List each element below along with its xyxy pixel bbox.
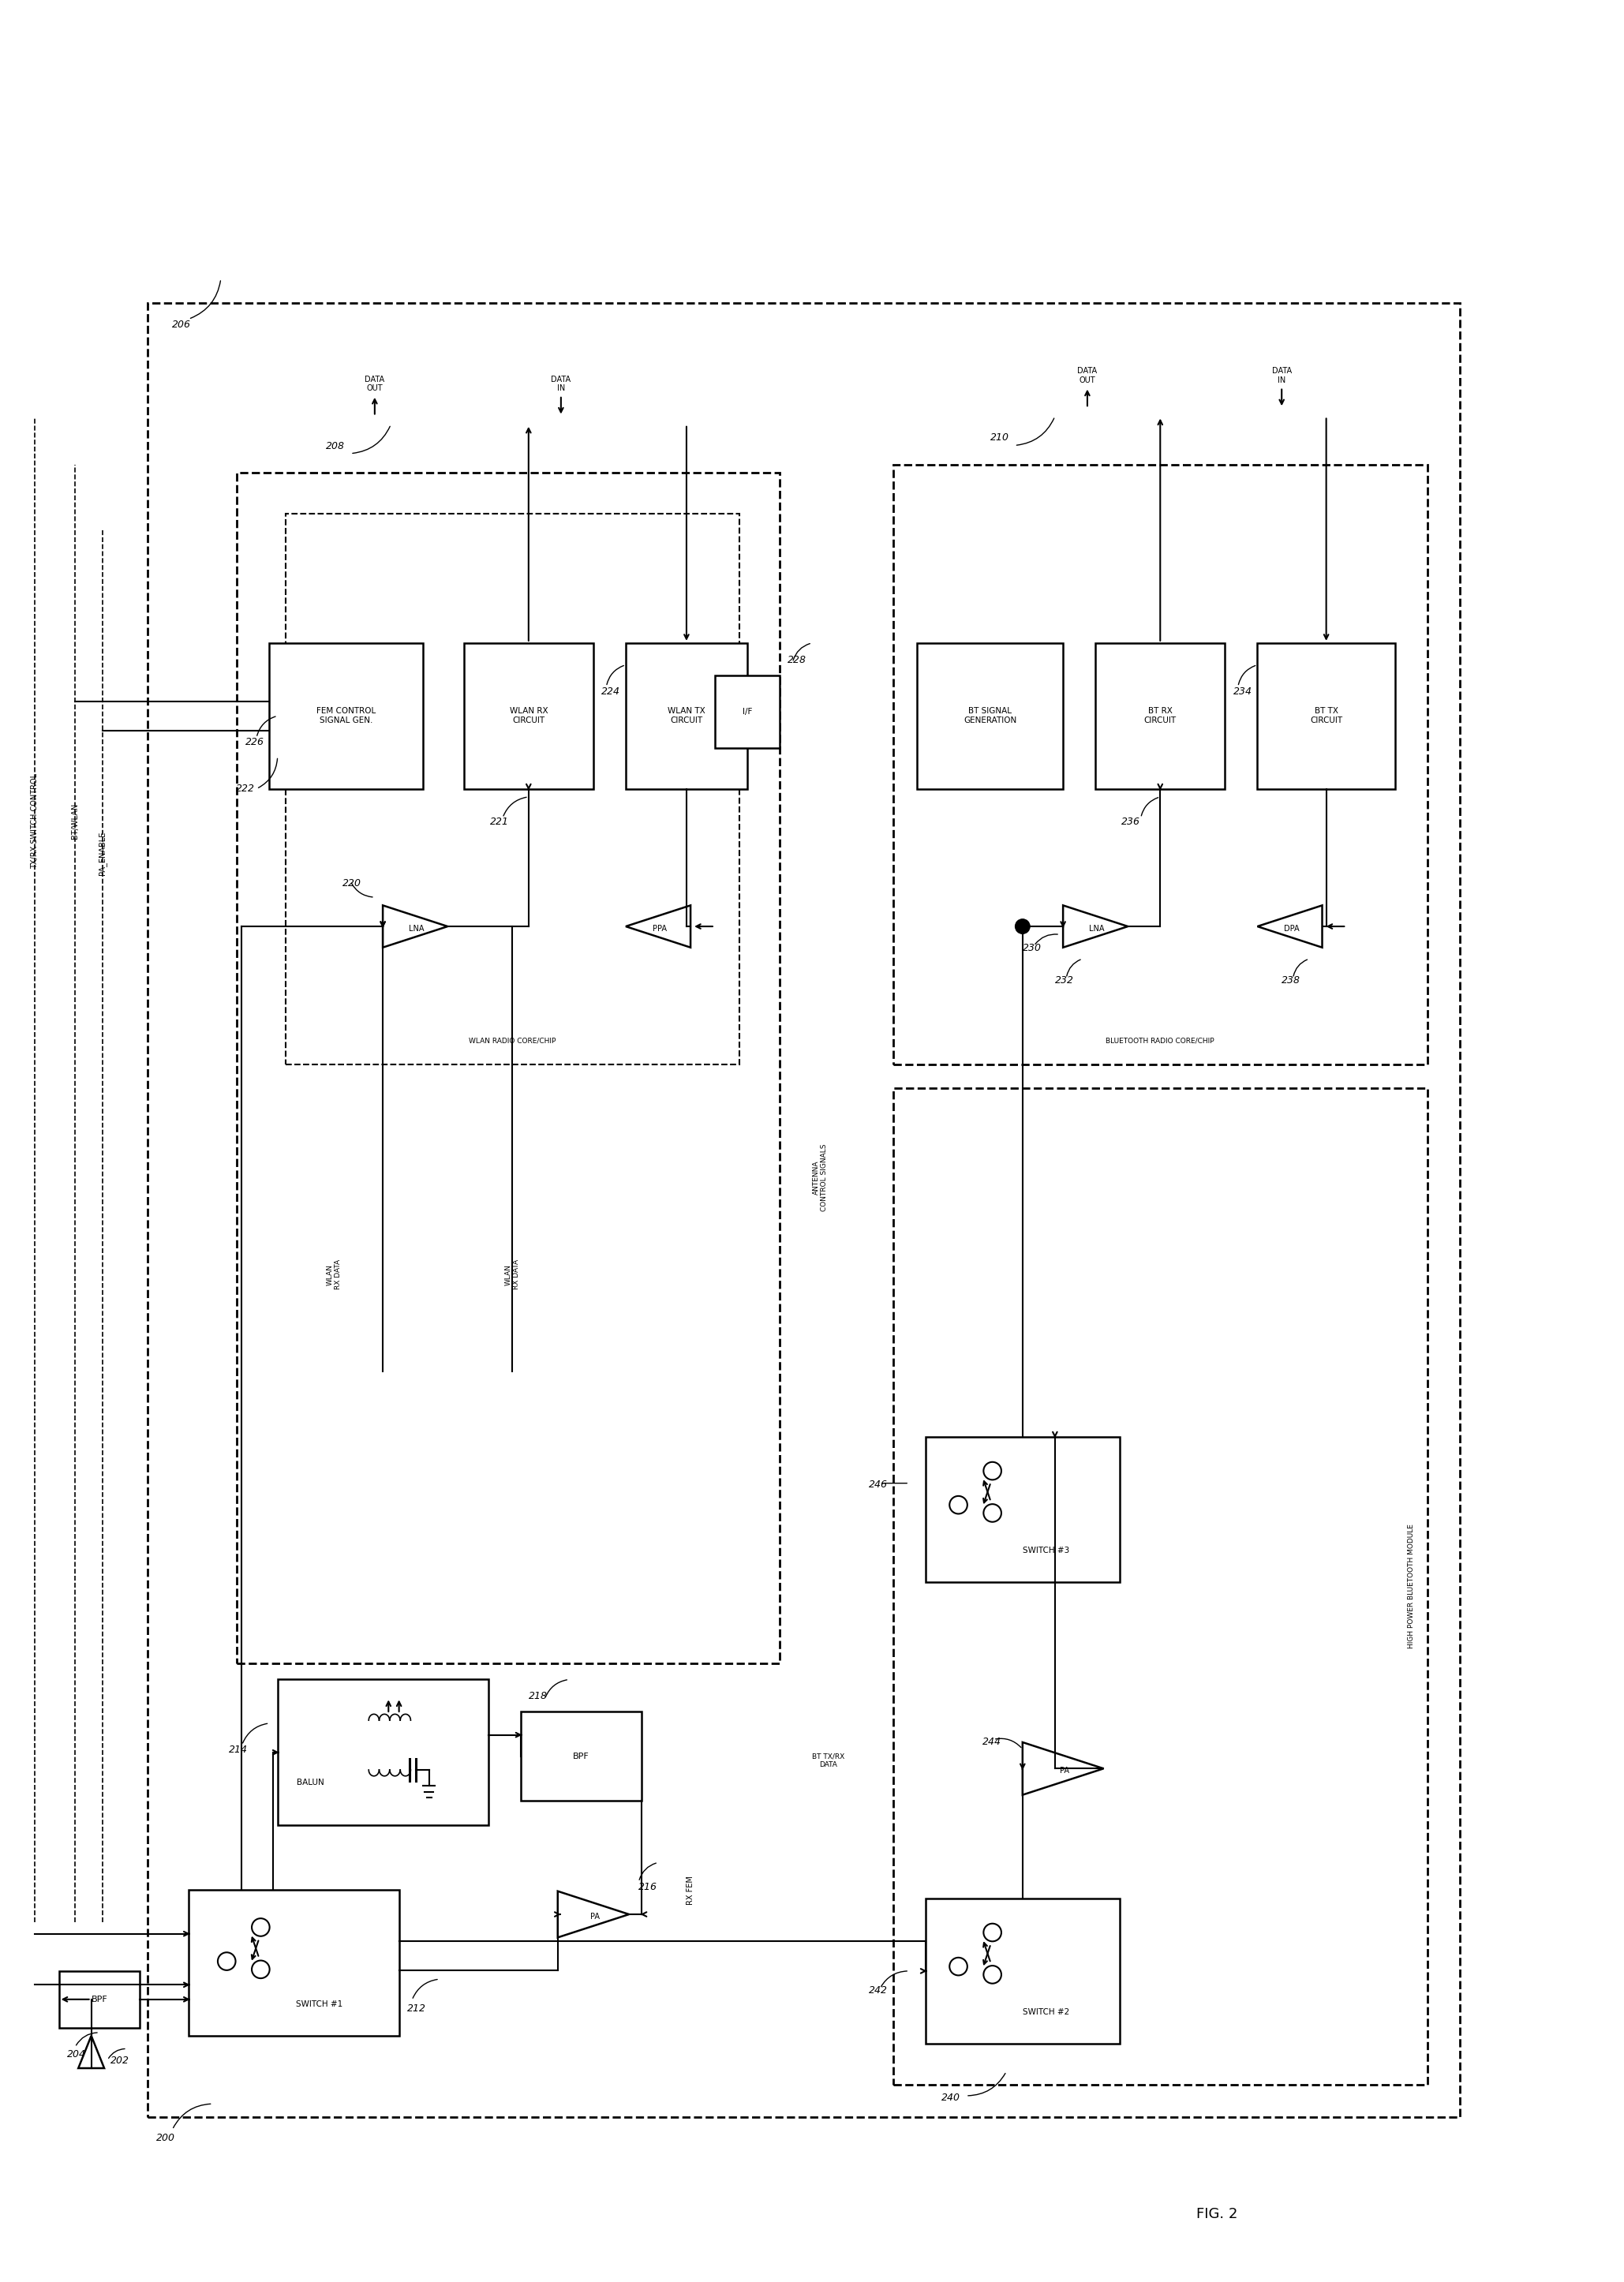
Text: DATA
OUT: DATA OUT [365, 374, 385, 393]
Text: 200: 200 [156, 2134, 175, 2143]
Text: 222: 222 [235, 783, 255, 794]
Bar [926, 1438, 1119, 1581]
Bar [625, 644, 747, 790]
Text: 232: 232 [1056, 974, 1073, 986]
Text: 224: 224 [601, 687, 620, 696]
Text: WLAN RADIO CORE/CHIP: WLAN RADIO CORE/CHIP [469, 1038, 555, 1045]
Text: BT/WLAN: BT/WLAN [71, 803, 80, 840]
Text: TX/RX SWITCH CONTROL: TX/RX SWITCH CONTROL [31, 774, 39, 869]
Bar [237, 472, 780, 1664]
Bar [278, 1680, 489, 1826]
Circle shape [1015, 920, 1030, 933]
Text: WLAN RX
CIRCUIT: WLAN RX CIRCUIT [510, 707, 547, 723]
Text: 234: 234 [1233, 687, 1252, 696]
Bar [58, 1972, 140, 2029]
Bar [520, 1712, 641, 1800]
Text: 230: 230 [1023, 942, 1041, 954]
Text: DATA
OUT: DATA OUT [1077, 367, 1098, 383]
Text: PA_ENABLE: PA_ENABLE [99, 831, 107, 876]
Text: 246: 246 [869, 1479, 888, 1490]
Text: 236: 236 [1121, 817, 1140, 826]
Text: WLAN
RX DATA: WLAN RX DATA [326, 1260, 343, 1289]
Text: 216: 216 [638, 1883, 658, 1892]
Text: 218: 218 [528, 1691, 547, 1702]
Text: WLAN
RX DATA: WLAN RX DATA [505, 1260, 520, 1289]
Text: WLAN TX
CIRCUIT: WLAN TX CIRCUIT [667, 707, 705, 723]
Text: 221: 221 [490, 817, 508, 826]
Text: 202: 202 [110, 2056, 130, 2065]
Text: PA: PA [590, 1912, 599, 1921]
Text: I/F: I/F [742, 707, 752, 717]
Text: SWITCH #2: SWITCH #2 [1023, 2008, 1069, 2017]
Bar [918, 644, 1064, 790]
Text: 238: 238 [1281, 974, 1301, 986]
Text: BT RX
CIRCUIT: BT RX CIRCUIT [1143, 707, 1176, 723]
Text: 226: 226 [245, 737, 265, 748]
Bar [715, 675, 780, 748]
Bar [1257, 644, 1395, 790]
Text: DATA
IN: DATA IN [551, 374, 572, 393]
Text: 206: 206 [172, 319, 192, 329]
Text: HIGH POWER BLUETOOTH MODULE: HIGH POWER BLUETOOTH MODULE [1408, 1524, 1415, 1648]
Text: 220: 220 [343, 879, 361, 888]
Text: DPA: DPA [1283, 924, 1299, 933]
Text: BT SIGNAL
GENERATION: BT SIGNAL GENERATION [963, 707, 1017, 723]
Text: SWITCH #3: SWITCH #3 [1023, 1547, 1069, 1554]
Text: LNA: LNA [1090, 924, 1104, 933]
Text: 228: 228 [788, 655, 807, 664]
Text: DATA
IN: DATA IN [1272, 367, 1291, 383]
Bar [286, 513, 739, 1063]
Bar [926, 1899, 1119, 2045]
Text: LNA: LNA [409, 924, 424, 933]
Bar [893, 466, 1427, 1063]
Text: BT TX
CIRCUIT: BT TX CIRCUIT [1311, 707, 1343, 723]
Text: BALUN: BALUN [297, 1778, 325, 1787]
Text: 210: 210 [991, 434, 1009, 443]
Bar [1096, 644, 1224, 790]
Text: BT TX/RX
DATA: BT TX/RX DATA [812, 1753, 844, 1769]
Text: FIG. 2: FIG. 2 [1197, 2207, 1237, 2220]
Bar [270, 644, 424, 790]
Text: PPA: PPA [653, 924, 667, 933]
Bar [464, 644, 593, 790]
Text: 204: 204 [67, 2049, 86, 2058]
Text: BLUETOOTH RADIO CORE/CHIP: BLUETOOTH RADIO CORE/CHIP [1106, 1038, 1215, 1045]
Text: BPF: BPF [91, 1994, 107, 2004]
Text: BPF: BPF [573, 1753, 590, 1759]
Text: 214: 214 [229, 1743, 248, 1755]
Bar [893, 1089, 1427, 2083]
Text: PA: PA [1060, 1766, 1069, 1775]
Text: 242: 242 [869, 1985, 888, 1994]
Bar [148, 304, 1460, 2118]
Bar [188, 1889, 400, 2036]
Text: 208: 208 [326, 440, 344, 452]
Text: RX FEM: RX FEM [687, 1876, 695, 1905]
Text: 244: 244 [983, 1737, 1000, 1746]
Text: ANTENNA
CONTROL SIGNALS: ANTENNA CONTROL SIGNALS [812, 1143, 828, 1212]
Text: SWITCH #1: SWITCH #1 [296, 2001, 343, 2008]
Text: FEM CONTROL
SIGNAL GEN.: FEM CONTROL SIGNAL GEN. [317, 707, 377, 723]
Text: 240: 240 [942, 2093, 960, 2104]
Text: 212: 212 [408, 2004, 425, 2013]
